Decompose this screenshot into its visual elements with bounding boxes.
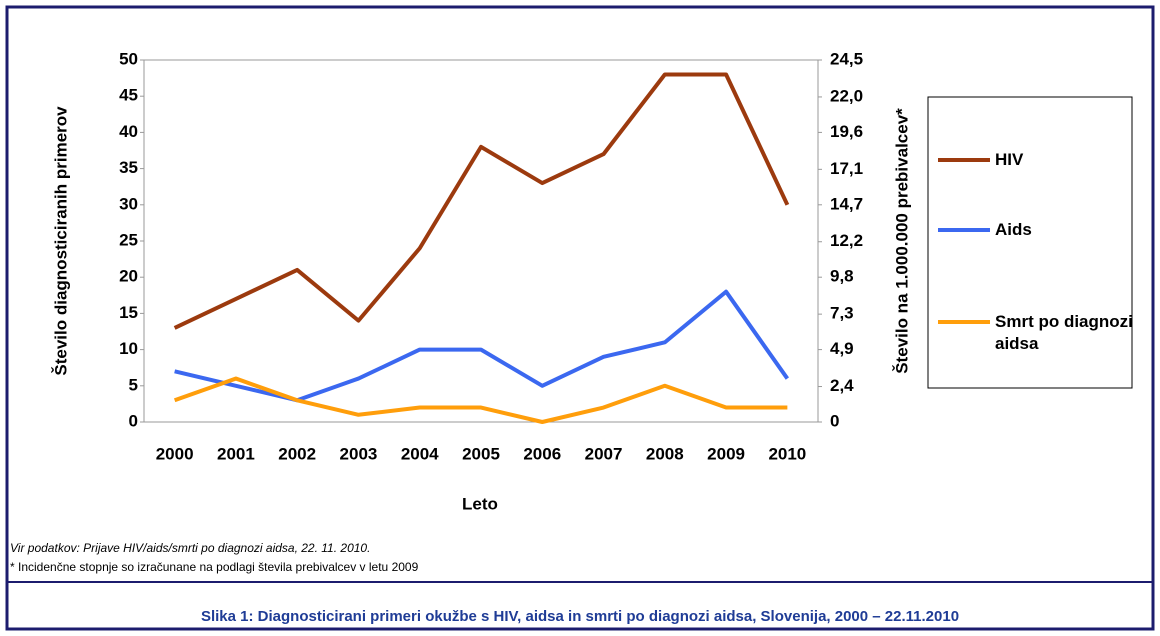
line-series xyxy=(173,376,788,424)
y2-tick-label: 12,2 xyxy=(830,231,863,250)
x-tick-label: 2005 xyxy=(462,444,500,463)
x-tick-label: 2008 xyxy=(646,444,684,463)
y2-tick-label: 19,6 xyxy=(830,122,863,141)
x-tick-label: 2006 xyxy=(523,444,561,463)
y-tick-label: 30 xyxy=(119,194,138,213)
legend-label: Smrt po diagnozi aidsa xyxy=(995,312,1133,353)
y-tick-label: 45 xyxy=(119,86,138,105)
frame xyxy=(5,5,1155,631)
y2-tick-label: 24,5 xyxy=(830,49,863,68)
y-tick-label: 50 xyxy=(119,49,138,68)
x-tick-label: 2010 xyxy=(768,444,806,463)
footnote: * Incidenčne stopnje so izračunane na po… xyxy=(10,560,419,574)
x-tick-label: 2003 xyxy=(340,444,378,463)
y-axis-title: Število diagnosticiranih primerov xyxy=(51,106,70,376)
x-tick-label: 2002 xyxy=(278,444,316,463)
source-note: Vir podatkov: Prijave HIV/aids/smrti po … xyxy=(10,541,370,555)
legend-box xyxy=(927,96,1133,389)
y-tick-label: 10 xyxy=(119,339,138,358)
y-tick-label: 0 xyxy=(129,411,138,430)
legend-label: HIV xyxy=(995,150,1024,169)
y2-axis-title: Število na 1.000.000 prebivalcev* xyxy=(892,108,911,374)
y2-tick-label: 22,0 xyxy=(830,86,863,105)
caption: Slika 1: Diagnosticirani primeri okužbe … xyxy=(201,608,959,625)
plot-area xyxy=(143,59,819,423)
y-tick-label: 35 xyxy=(119,158,138,177)
y2-tick-label: 7,3 xyxy=(830,304,854,323)
x-tick-label: 2001 xyxy=(217,444,255,463)
line-series xyxy=(173,72,790,330)
y2-tick-label: 14,7 xyxy=(830,194,863,213)
y2-tick-label: 2,4 xyxy=(830,376,854,395)
y-tick-label: 40 xyxy=(119,122,138,141)
x-tick-label: 2007 xyxy=(585,444,623,463)
y2-tick-label: 9,8 xyxy=(830,267,854,286)
y-tick-label: 5 xyxy=(129,375,138,394)
y-tick-label: 25 xyxy=(119,230,138,249)
y2-tick-label: 4,9 xyxy=(830,339,854,358)
line-series xyxy=(174,289,789,403)
y-tick-label: 15 xyxy=(119,303,138,322)
x-axis-title: Leto xyxy=(462,494,498,513)
y-tick-label: 20 xyxy=(119,267,138,286)
x-tick-label: 2009 xyxy=(707,444,745,463)
legend-label: Aids xyxy=(995,220,1032,239)
y2-tick-label: 0 xyxy=(830,411,839,430)
x-tick-label: 2004 xyxy=(401,444,439,463)
x-tick-label: 2000 xyxy=(156,444,194,463)
y2-tick-label: 17,1 xyxy=(830,159,863,178)
